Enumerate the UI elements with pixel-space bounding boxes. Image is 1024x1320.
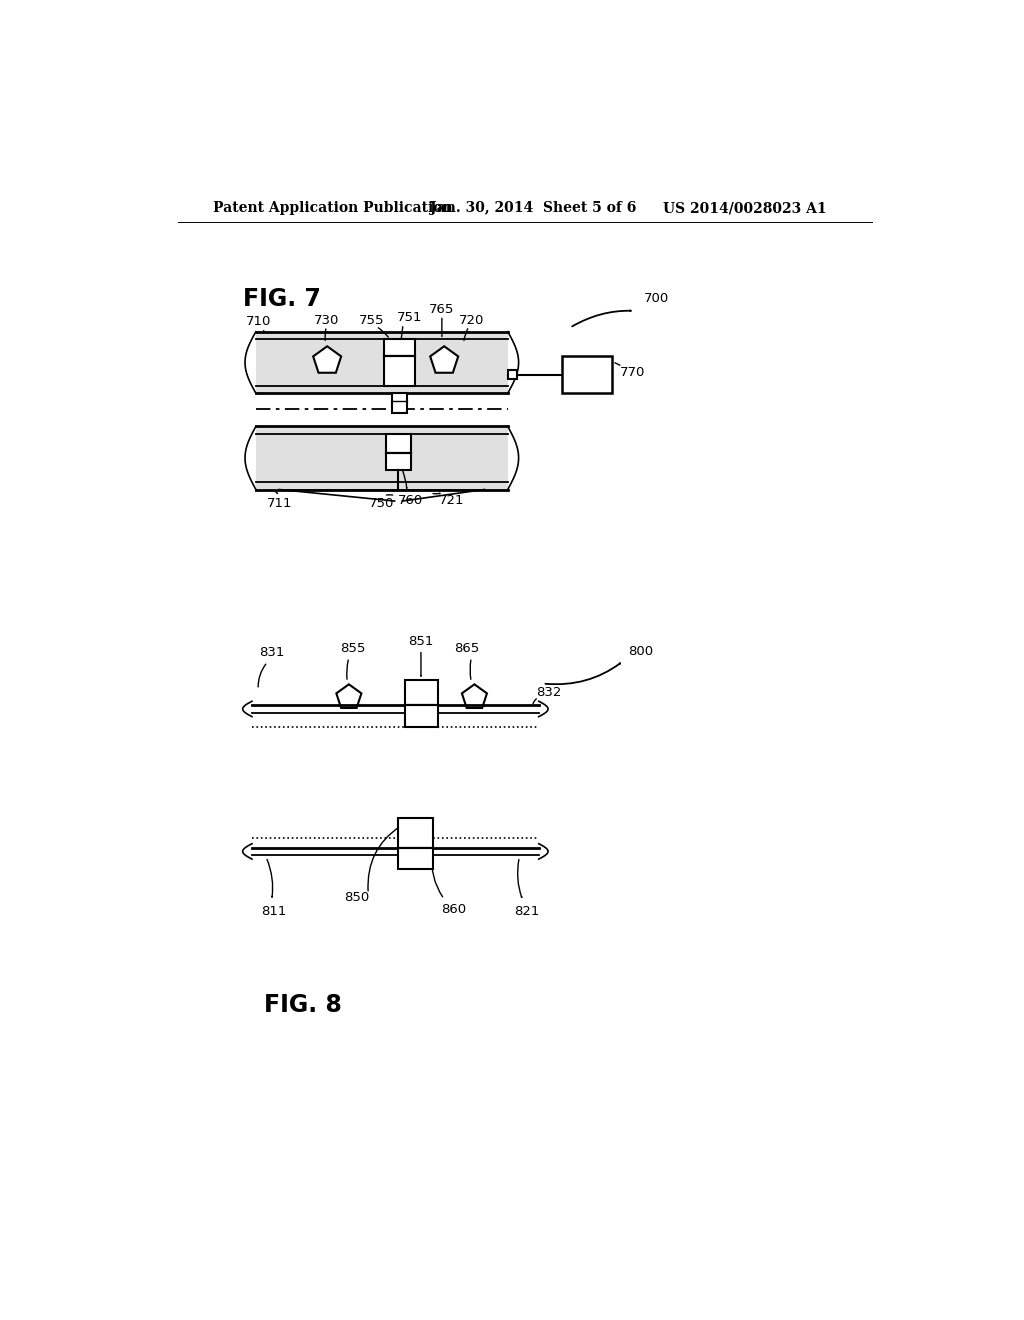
FancyArrowPatch shape (401, 469, 407, 488)
Text: 860: 860 (441, 903, 466, 916)
Bar (406, 705, 438, 726)
FancyArrowPatch shape (368, 826, 399, 891)
Bar (397, 818, 432, 847)
Polygon shape (462, 684, 487, 708)
Text: 821: 821 (514, 906, 540, 917)
Text: 865: 865 (454, 642, 479, 655)
Bar (386, 434, 411, 453)
FancyArrowPatch shape (258, 664, 266, 686)
Text: 831: 831 (259, 647, 284, 659)
Bar (391, 393, 407, 412)
Bar (384, 356, 415, 385)
Bar (397, 847, 432, 869)
Bar (384, 339, 415, 356)
FancyArrowPatch shape (572, 310, 631, 326)
Bar (508, 370, 517, 379)
Text: 720: 720 (459, 314, 484, 326)
FancyArrowPatch shape (532, 698, 537, 704)
Polygon shape (313, 346, 341, 372)
Text: US 2014/0028023 A1: US 2014/0028023 A1 (663, 202, 826, 215)
FancyArrowPatch shape (399, 327, 402, 350)
Text: 700: 700 (644, 292, 669, 305)
Bar (406, 681, 438, 705)
FancyArrowPatch shape (378, 327, 388, 337)
Text: 851: 851 (409, 635, 433, 648)
FancyArrowPatch shape (347, 660, 348, 680)
Text: 721: 721 (439, 494, 465, 507)
FancyArrowPatch shape (546, 664, 621, 684)
Text: Jan. 30, 2014  Sheet 5 of 6: Jan. 30, 2014 Sheet 5 of 6 (430, 202, 637, 215)
Bar (256, 426, 508, 490)
Text: FIG. 7: FIG. 7 (243, 288, 321, 312)
Text: 750: 750 (369, 496, 394, 510)
Text: 751: 751 (396, 310, 422, 323)
FancyArrowPatch shape (517, 859, 522, 898)
Text: 755: 755 (359, 314, 385, 326)
Polygon shape (336, 684, 361, 708)
FancyArrowPatch shape (464, 329, 468, 341)
Text: 710: 710 (246, 315, 271, 329)
Text: 850: 850 (344, 891, 370, 904)
Text: 855: 855 (340, 642, 366, 655)
Bar (562, 356, 612, 393)
Bar (256, 331, 508, 393)
Text: 770: 770 (620, 366, 645, 379)
Bar (386, 453, 411, 470)
Text: FIG. 8: FIG. 8 (263, 994, 341, 1018)
Text: 765: 765 (429, 302, 455, 315)
Text: 730: 730 (313, 314, 339, 326)
Text: 760: 760 (398, 494, 424, 507)
FancyArrowPatch shape (614, 363, 620, 366)
Text: 800: 800 (629, 644, 653, 657)
Text: 811: 811 (261, 906, 287, 917)
Polygon shape (430, 346, 458, 372)
FancyArrowPatch shape (432, 854, 442, 896)
FancyArrowPatch shape (267, 859, 272, 898)
Text: 711: 711 (267, 496, 293, 510)
Text: 832: 832 (537, 685, 562, 698)
Text: Patent Application Publication: Patent Application Publication (213, 202, 453, 215)
